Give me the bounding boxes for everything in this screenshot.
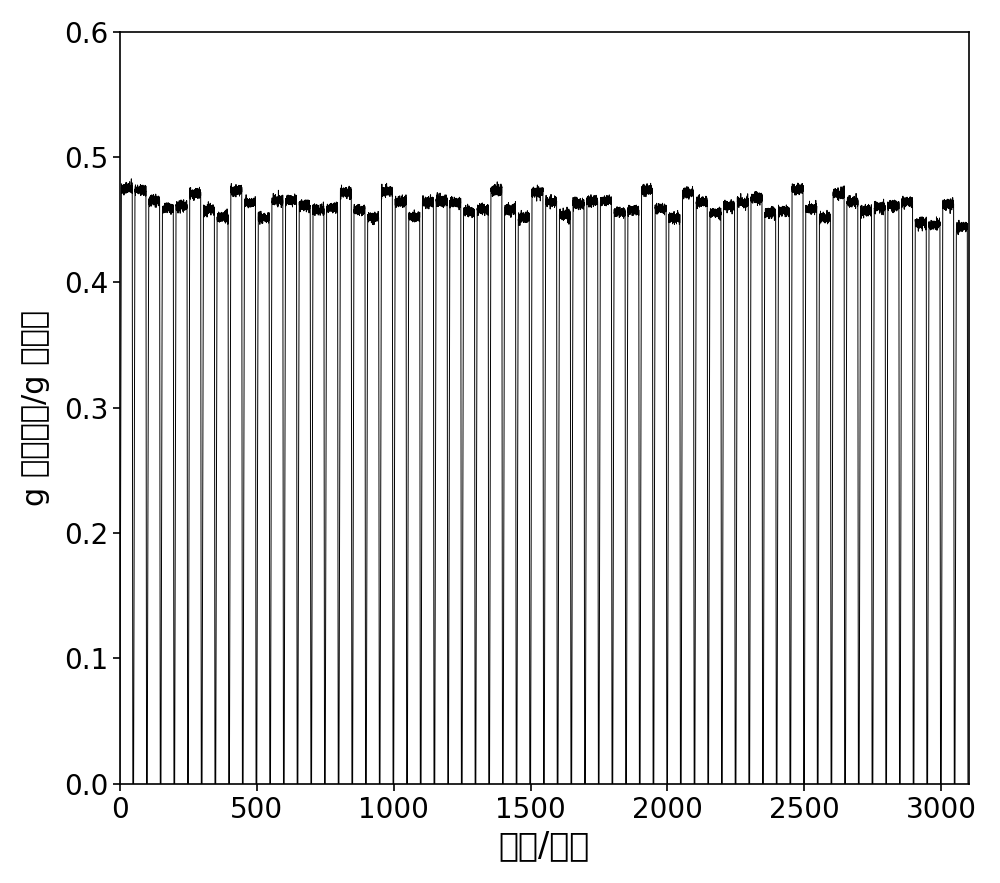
Y-axis label: g 二氧化碳/g 催化剂: g 二氧化碳/g 催化剂 xyxy=(21,310,50,506)
X-axis label: 时间/分钟: 时间/分钟 xyxy=(499,829,590,862)
